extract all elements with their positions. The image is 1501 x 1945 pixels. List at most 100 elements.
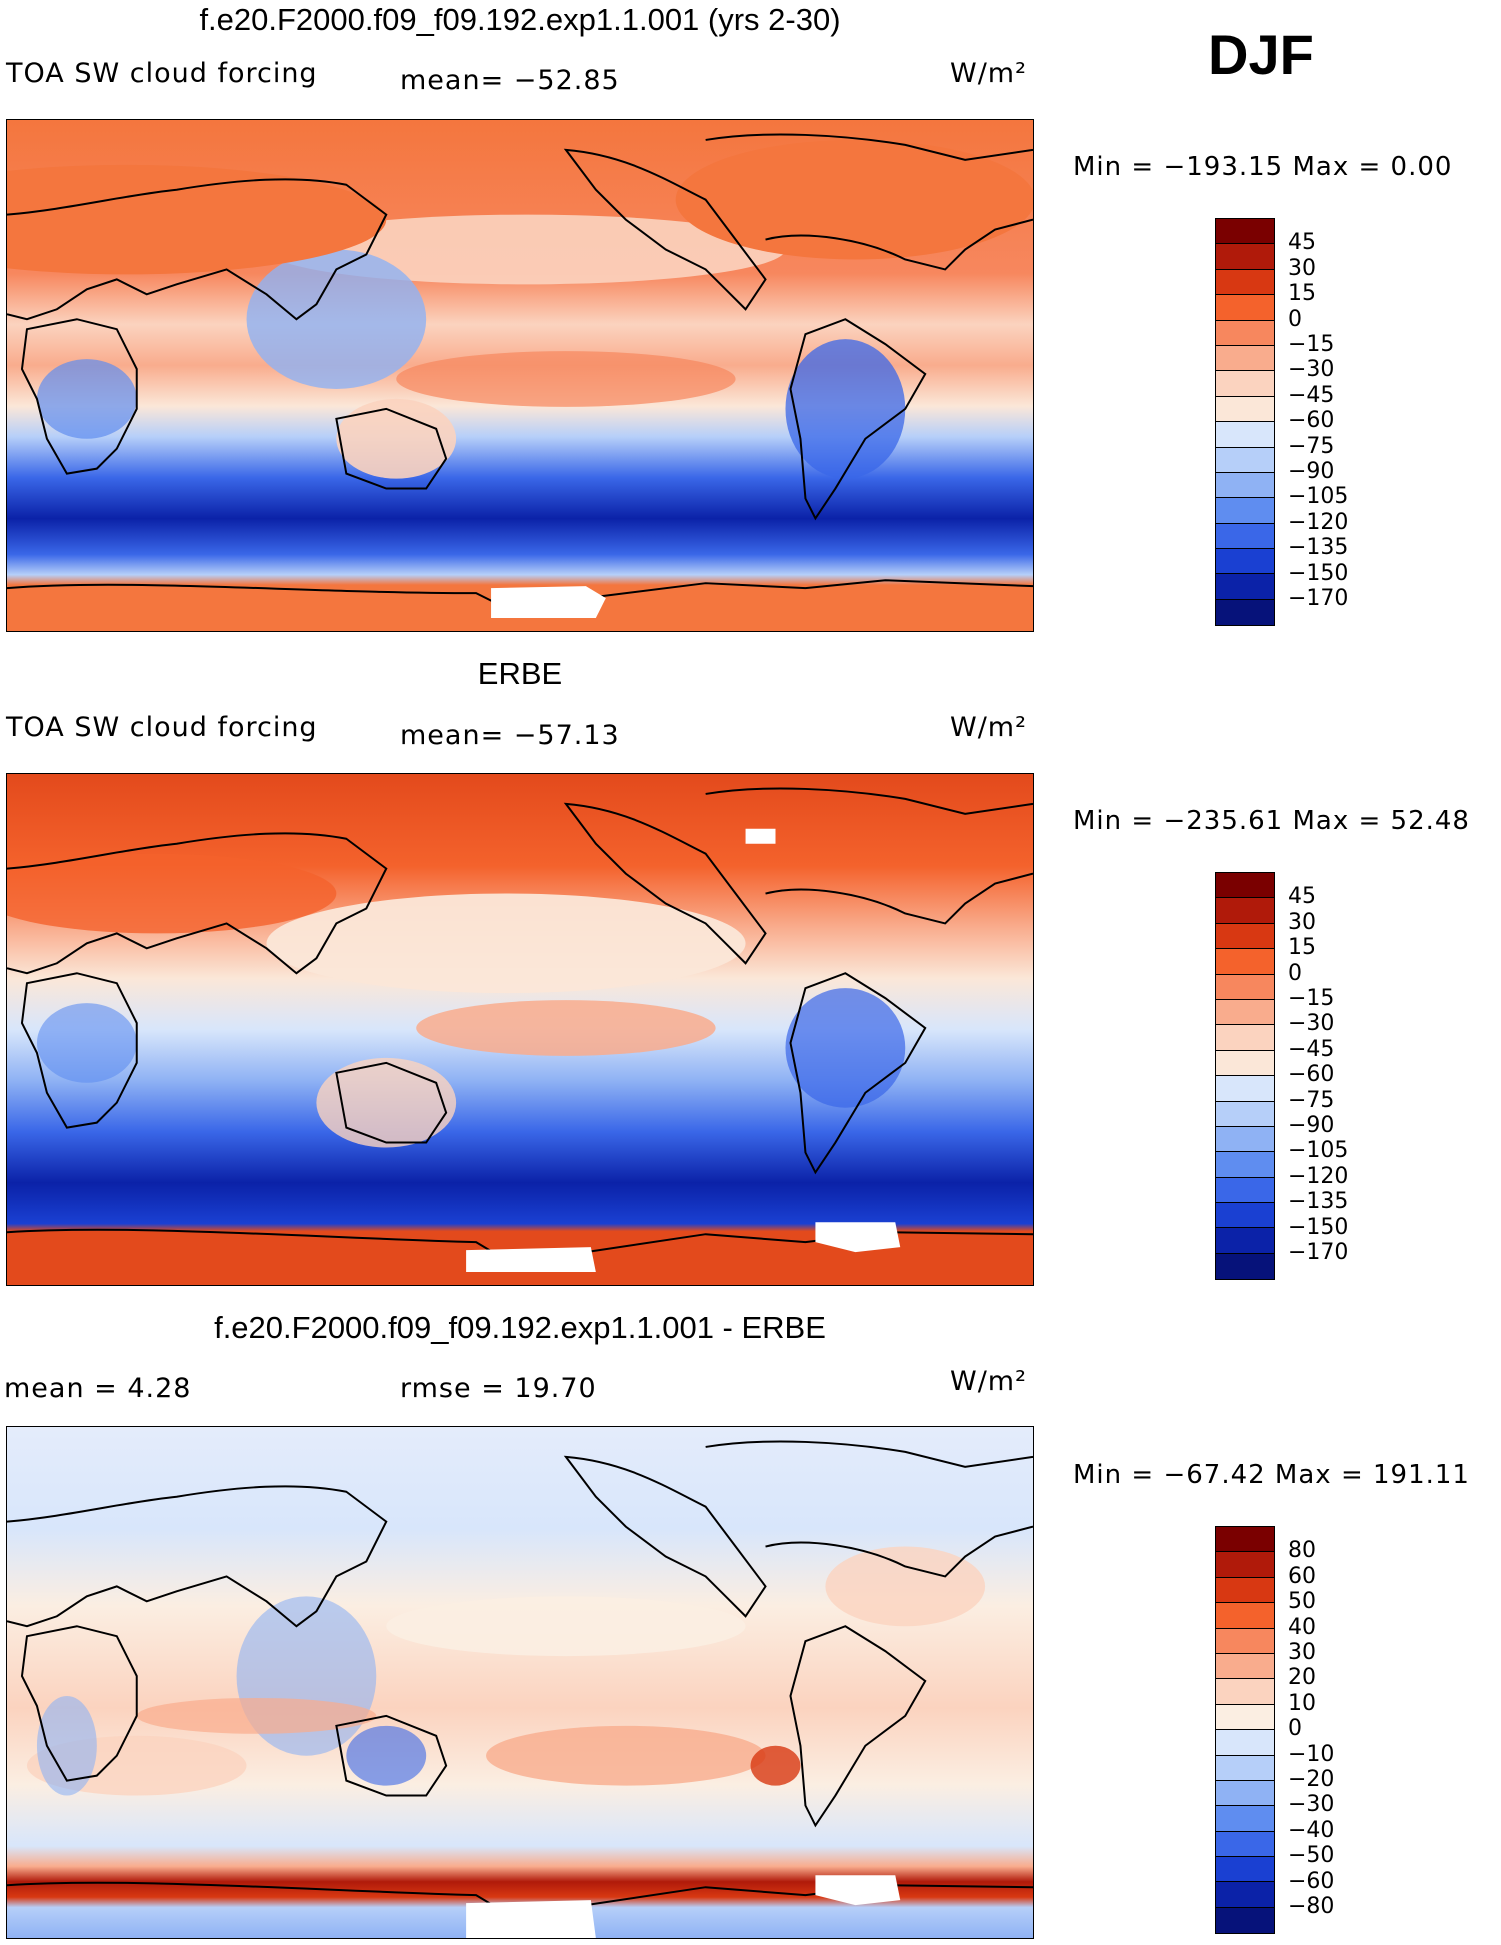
colorbar-swatch: [1216, 873, 1274, 899]
colorbar-label: 20: [1288, 1665, 1316, 1691]
colorbar-label: −20: [1288, 1767, 1335, 1792]
colorbar-label: −60: [1288, 408, 1335, 434]
colorbar-swatch: [1216, 219, 1274, 245]
colorbar-swatch: [1216, 1628, 1274, 1654]
colorbar-swatch: [1216, 498, 1274, 524]
colorbar-label: −105: [1288, 1138, 1349, 1164]
colorbar-swatch: [1216, 1653, 1274, 1680]
colorbar-label: −30: [1288, 1011, 1335, 1037]
colorbar-label: 45: [1288, 230, 1316, 256]
panel-1-colorbar: [1215, 218, 1275, 627]
colorbar-swatch: [1216, 1857, 1274, 1883]
panel-1-minmax: Min = −193.15 Max = 0.00: [1073, 152, 1453, 182]
colorbar-label: −15: [1288, 986, 1335, 1011]
colorbar-label: 15: [1288, 935, 1316, 961]
colorbar-swatch: [1216, 1577, 1274, 1604]
colorbar-label: −45: [1288, 382, 1335, 408]
colorbar-swatch: [1216, 1603, 1274, 1629]
colorbar-swatch: [1216, 1527, 1274, 1553]
colorbar-swatch: [1216, 1152, 1274, 1178]
panel-2-map: [6, 773, 1034, 1286]
colorbar-label: −15: [1288, 332, 1335, 357]
colorbar-label: 15: [1288, 281, 1316, 307]
colorbar-label: −170: [1288, 586, 1349, 611]
colorbar-label: −50: [1288, 1843, 1335, 1869]
colorbar-label: 80: [1288, 1538, 1316, 1564]
colorbar-swatch: [1216, 1076, 1274, 1102]
panel-1-map: [6, 119, 1034, 632]
colorbar-swatch: [1216, 1679, 1274, 1705]
colorbar-label: −75: [1288, 433, 1335, 459]
colorbar-swatch: [1216, 1228, 1274, 1254]
colorbar-swatch: [1216, 999, 1274, 1026]
colorbar-label: −30: [1288, 1792, 1335, 1818]
colorbar-label: −45: [1288, 1036, 1335, 1062]
colorbar-swatch: [1216, 422, 1274, 448]
colorbar-swatch: [1216, 1831, 1274, 1858]
season-label: DJF: [1208, 23, 1314, 86]
colorbar-swatch: [1216, 345, 1274, 372]
colorbar-swatch: [1216, 599, 1274, 626]
colorbar-swatch: [1216, 898, 1274, 924]
colorbar-swatch: [1216, 244, 1274, 270]
colorbar-label: 60: [1288, 1563, 1316, 1589]
colorbar-label: −150: [1288, 560, 1349, 586]
panel-3-rmse: rmse = 19.70: [400, 1373, 597, 1404]
colorbar-label: −80: [1288, 1894, 1335, 1919]
colorbar-swatch: [1216, 923, 1274, 950]
colorbar-swatch: [1216, 1203, 1274, 1229]
panel-1-title: f.e20.F2000.f09_f09.192.exp1.1.001 (yrs …: [199, 2, 841, 37]
colorbar-label: −75: [1288, 1087, 1335, 1113]
colorbar-swatch: [1216, 1730, 1274, 1756]
colorbar-label: −135: [1288, 1189, 1349, 1215]
colorbar-swatch: [1216, 523, 1274, 550]
colorbar-swatch: [1216, 295, 1274, 321]
colorbar-label: 30: [1288, 1640, 1316, 1665]
colorbar-label: 45: [1288, 884, 1316, 910]
colorbar-label: −120: [1288, 509, 1349, 535]
colorbar-swatch: [1216, 1050, 1274, 1077]
colorbar-swatch: [1216, 1253, 1274, 1280]
panel-3-mean: mean = 4.28: [4, 1373, 192, 1404]
panel-2-colorbar: [1215, 872, 1275, 1281]
colorbar-swatch: [1216, 974, 1274, 1000]
colorbar-label: 30: [1288, 909, 1316, 935]
colorbar-swatch: [1216, 574, 1274, 600]
colorbar-label: 40: [1288, 1614, 1316, 1640]
colorbar-label: −105: [1288, 484, 1349, 510]
colorbar-swatch: [1216, 549, 1274, 575]
panel-3-map: [6, 1426, 1034, 1939]
colorbar-swatch: [1216, 472, 1274, 499]
colorbar-swatch: [1216, 1907, 1274, 1934]
colorbar-swatch: [1216, 447, 1274, 473]
colorbar-label: −170: [1288, 1240, 1349, 1265]
colorbar-swatch: [1216, 949, 1274, 975]
colorbar-label: −30: [1288, 357, 1335, 383]
colorbar-label: −120: [1288, 1163, 1349, 1189]
panel-2-title: ERBE: [477, 656, 563, 691]
panel-3-minmax: Min = −67.42 Max = 191.11: [1073, 1460, 1470, 1490]
panel-2-mean: mean= −57.13: [400, 720, 620, 751]
panel-2-minmax: Min = −235.61 Max = 52.48: [1073, 806, 1470, 836]
colorbar-swatch: [1216, 1882, 1274, 1908]
colorbar-swatch: [1216, 1704, 1274, 1731]
colorbar-label: −150: [1288, 1214, 1349, 1240]
colorbar-label: −60: [1288, 1062, 1335, 1088]
colorbar-label: −90: [1288, 459, 1335, 484]
panel-2-units: W/m²: [950, 712, 1027, 743]
colorbar-label: 0: [1288, 1716, 1302, 1742]
colorbar-swatch: [1216, 269, 1274, 296]
panel-2-variable: TOA SW cloud forcing: [6, 712, 318, 743]
panel-1-units: W/m²: [950, 58, 1027, 89]
colorbar-swatch: [1216, 1755, 1274, 1781]
colorbar-label: 0: [1288, 306, 1302, 332]
colorbar-swatch: [1216, 1806, 1274, 1832]
panel-1-variable: TOA SW cloud forcing: [6, 58, 318, 89]
colorbar-label: 0: [1288, 960, 1302, 986]
panel-3-units: W/m²: [950, 1366, 1027, 1397]
panel-3-title: f.e20.F2000.f09_f09.192.exp1.1.001 - ERB…: [214, 1310, 826, 1345]
colorbar-swatch: [1216, 1552, 1274, 1578]
colorbar-label: −10: [1288, 1741, 1335, 1767]
colorbar-label: 50: [1288, 1589, 1316, 1615]
panel-1-mean: mean= −52.85: [400, 65, 620, 96]
